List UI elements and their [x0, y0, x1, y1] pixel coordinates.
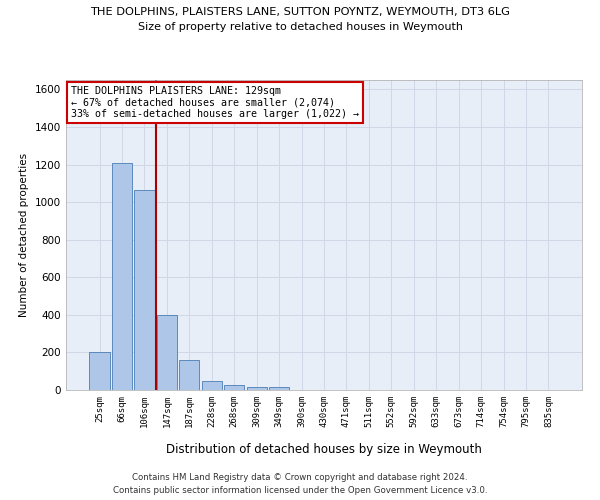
Text: THE DOLPHINS PLAISTERS LANE: 129sqm
← 67% of detached houses are smaller (2,074): THE DOLPHINS PLAISTERS LANE: 129sqm ← 67…: [71, 86, 359, 120]
Bar: [202, 381, 222, 390]
Bar: [112, 162, 132, 390]
Text: Contains HM Land Registry data © Crown copyright and database right 2024.: Contains HM Land Registry data © Crown c…: [132, 472, 468, 482]
Bar: [157, 315, 177, 390]
Bar: [89, 352, 110, 390]
Bar: [179, 360, 199, 390]
Text: THE DOLPHINS, PLAISTERS LANE, SUTTON POYNTZ, WEYMOUTH, DT3 6LG: THE DOLPHINS, PLAISTERS LANE, SUTTON POY…: [90, 8, 510, 18]
Bar: [224, 386, 244, 390]
Text: Distribution of detached houses by size in Weymouth: Distribution of detached houses by size …: [166, 442, 482, 456]
Y-axis label: Number of detached properties: Number of detached properties: [19, 153, 29, 317]
Bar: [247, 387, 267, 390]
Bar: [134, 190, 155, 390]
Text: Size of property relative to detached houses in Weymouth: Size of property relative to detached ho…: [137, 22, 463, 32]
Bar: [269, 387, 289, 390]
Text: Contains public sector information licensed under the Open Government Licence v3: Contains public sector information licen…: [113, 486, 487, 495]
